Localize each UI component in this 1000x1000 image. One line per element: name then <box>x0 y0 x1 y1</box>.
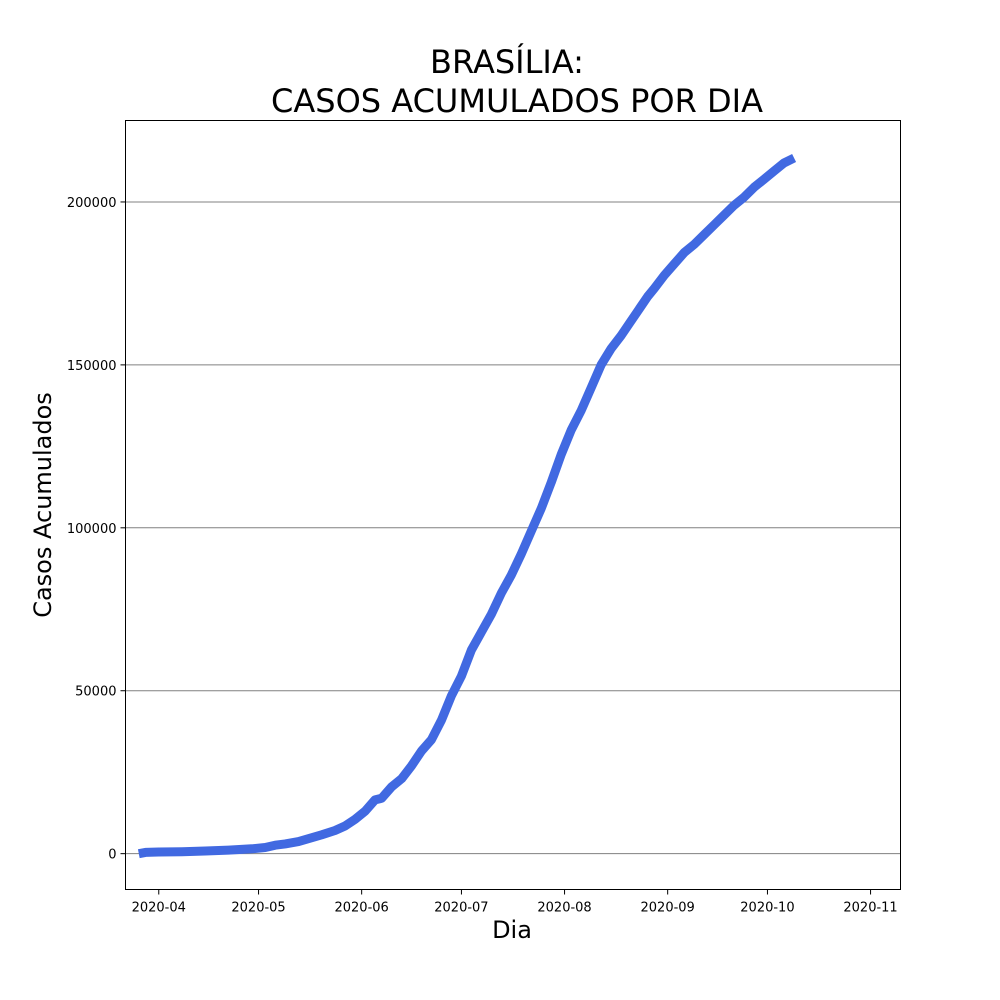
x-tick-label: 2020-09 <box>641 901 695 916</box>
chart-title-line-1: BRASÍLIA: <box>430 43 584 81</box>
series-layer <box>137 153 797 859</box>
grid-lines <box>125 201 901 855</box>
series-line <box>137 153 797 859</box>
chart-title-line-2: CASOS ACUMULADOS POR DIA <box>271 82 763 120</box>
y-axis-label: Casos Acumulados <box>29 392 57 618</box>
x-tick-label: 2020-05 <box>231 901 285 916</box>
plot-frame <box>125 120 901 890</box>
y-tick-label: 0 <box>108 848 116 863</box>
x-tick-label: 2020-06 <box>334 901 388 916</box>
y-tick-label: 100000 <box>67 522 117 537</box>
x-tick-label: 2020-07 <box>434 901 488 916</box>
y-tick-label: 200000 <box>67 196 117 211</box>
x-tick-label: 2020-04 <box>132 901 186 916</box>
x-axis-label: Dia <box>492 916 532 944</box>
y-axis: 0 50000 100000 150000 200000 <box>67 196 126 863</box>
x-tick-label: 2020-08 <box>537 901 591 916</box>
x-axis: 2020-04 2020-05 2020-06 2020-07 2020-08 2020-… <box>132 889 898 916</box>
x-tick-label: 2020-10 <box>740 901 794 916</box>
y-tick-label: 150000 <box>67 359 117 374</box>
y-tick-label: 50000 <box>75 685 116 700</box>
x-tick-label: 2020-11 <box>843 901 897 916</box>
